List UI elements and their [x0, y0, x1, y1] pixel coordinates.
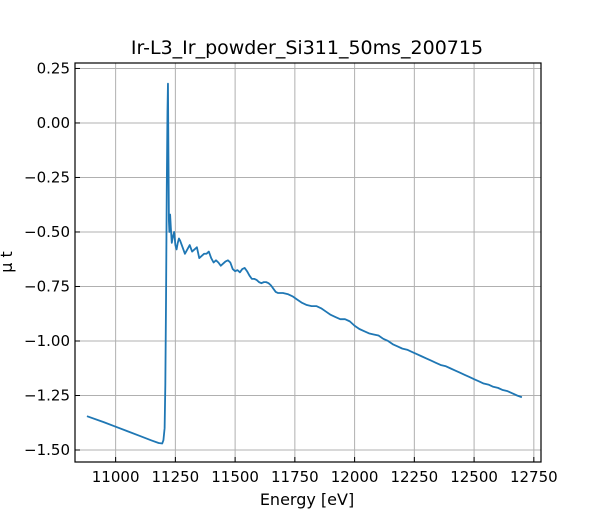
y-tick-label: −1.00	[24, 332, 70, 350]
y-tick-label: −0.75	[24, 277, 70, 295]
x-tick-label: 11500	[211, 468, 259, 486]
y-tick-label: −0.25	[24, 168, 70, 186]
x-axis: 11000 11250 11500 11750 12000 12250 12500 12750	[92, 457, 558, 486]
grid	[75, 63, 541, 462]
x-tick-label: 12250	[390, 468, 438, 486]
y-tick-label: −1.50	[24, 441, 70, 459]
x-tick-label: 11750	[271, 468, 319, 486]
y-tick-label: 0.00	[37, 114, 70, 132]
data-series-line	[86, 82, 523, 445]
y-tick-label: −0.50	[24, 223, 70, 241]
y-axis-label: μ t	[0, 251, 16, 273]
y-tick-label: −1.25	[24, 387, 70, 405]
x-tick-label: 12750	[510, 468, 558, 486]
chart-title: Ir-L3_Ir_powder_Si311_50ms_200715	[131, 37, 483, 59]
x-tick-label: 12500	[450, 468, 498, 486]
y-tick-label: 0.25	[37, 59, 70, 77]
y-axis: 0.25 0.00 −0.25 −0.50 −0.75 −1.00 −1.25 −1.50	[24, 59, 80, 459]
x-tick-label: 11000	[92, 468, 140, 486]
plot-frame	[74, 62, 542, 463]
x-axis-label: Energy [eV]	[260, 490, 354, 509]
x-tick-label: 12000	[331, 468, 379, 486]
x-tick-label: 11250	[152, 468, 200, 486]
